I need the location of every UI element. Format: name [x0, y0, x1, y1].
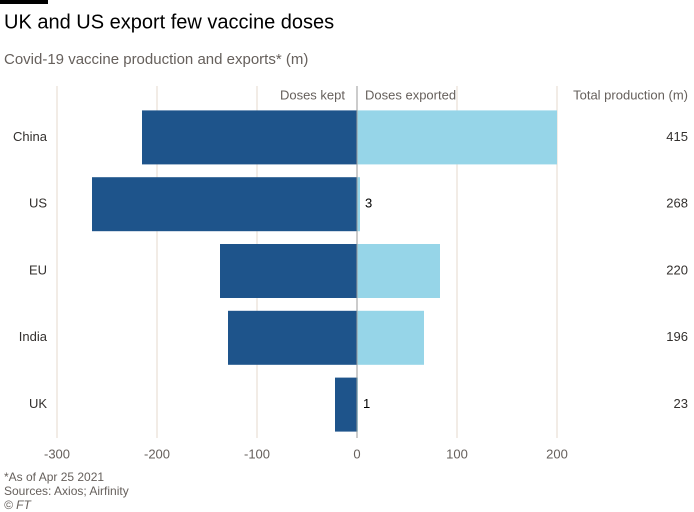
total-label: 23 [674, 396, 688, 411]
total-label: 220 [666, 262, 688, 277]
chart-subtitle: Covid-19 vaccine production and exports*… [4, 51, 308, 68]
x-tick-label: -200 [144, 446, 170, 461]
data-label: 1 [363, 396, 370, 411]
data-label: 3 [365, 196, 372, 211]
column-header: Total production (m) [573, 87, 688, 102]
note: © FT [4, 498, 33, 512]
brand-bar [0, 0, 48, 4]
chart-title: UK and US export few vaccine doses [4, 11, 334, 33]
x-tick-label: -100 [244, 446, 270, 461]
total-label: 196 [666, 329, 688, 344]
total-label: 268 [666, 196, 688, 211]
bar [142, 110, 357, 165]
note: Sources: Axios; Airfinity [4, 484, 129, 498]
bar [228, 310, 357, 365]
note: *As of Apr 25 2021 [4, 470, 104, 484]
bar [357, 310, 424, 365]
x-tick-label: -300 [44, 446, 70, 461]
bar [357, 110, 557, 165]
y-tick-label: China [13, 129, 48, 144]
legend-label: Doses exported [365, 87, 456, 102]
bar [357, 177, 360, 232]
bar [357, 244, 440, 298]
bar [220, 244, 357, 298]
legend-label: Doses kept [280, 87, 345, 102]
y-tick-label: EU [29, 262, 47, 277]
x-tick-label: 200 [546, 446, 568, 461]
bar [92, 177, 357, 232]
bar [335, 377, 357, 432]
total-label: 415 [666, 129, 688, 144]
y-tick-label: India [19, 329, 48, 344]
x-tick-label: 100 [446, 446, 468, 461]
y-tick-label: UK [29, 396, 47, 411]
y-tick-label: US [29, 196, 47, 211]
x-tick-label: 0 [353, 446, 360, 461]
